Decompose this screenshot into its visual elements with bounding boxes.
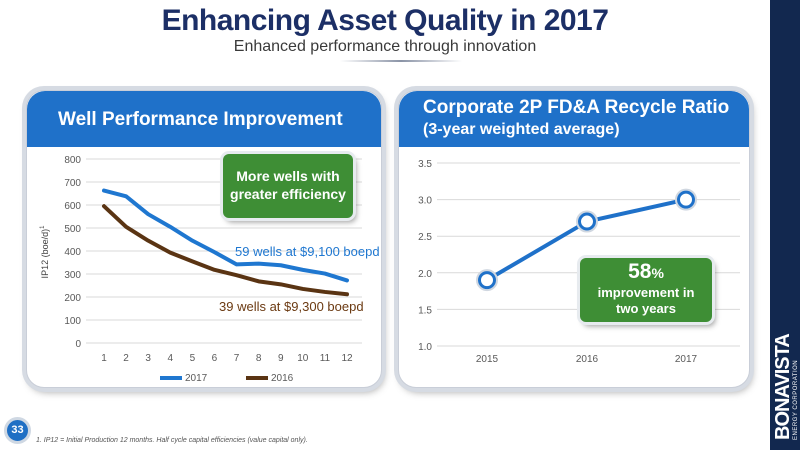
x-tick-label: 4 xyxy=(167,353,173,364)
x-tick-label: 6 xyxy=(212,353,218,364)
data-point-2017 xyxy=(169,226,171,228)
series-annotation-2016: 39 wells at $9,300 boepd xyxy=(219,299,364,314)
data-point-2017 xyxy=(147,213,149,215)
well-performance-panel: Well Performance Improvement xyxy=(26,90,382,388)
y-tick-label: 3.0 xyxy=(418,196,432,207)
brand-logo: BONAVISTA xyxy=(772,334,794,440)
data-point-2016 xyxy=(191,260,193,262)
improvement-percent-sign: % xyxy=(651,265,664,281)
x-tick-label: 3 xyxy=(145,353,151,364)
data-point-2016 xyxy=(103,205,105,207)
y-axis-label-superscript: 1 xyxy=(40,225,46,229)
efficiency-callout-line2: greater efficiency xyxy=(230,186,346,202)
y-tick-label: 1.0 xyxy=(418,342,432,353)
series-line-2016 xyxy=(102,204,349,297)
data-point-2017 xyxy=(324,273,326,275)
data-point-2016 xyxy=(125,226,127,228)
brand-sidebar xyxy=(770,0,800,450)
y-tick-label: 2.5 xyxy=(418,232,432,243)
data-point-2016 xyxy=(346,293,348,295)
y-tick-label: 1.5 xyxy=(418,305,432,316)
data-point xyxy=(677,190,695,209)
brand-tagline: ENERGY CORPORATION xyxy=(793,359,799,440)
y-tick-label: 500 xyxy=(64,224,81,235)
x-tick-label: 11 xyxy=(320,353,331,364)
y-tick-label: 300 xyxy=(64,270,81,281)
data-point-2016 xyxy=(169,252,171,254)
x-tick-label: 10 xyxy=(297,353,309,364)
x-tick-label: 12 xyxy=(341,353,353,364)
improvement-percent: 58% xyxy=(580,260,712,285)
y-tick-label: 200 xyxy=(64,293,81,304)
y-tick-label: 0 xyxy=(75,339,81,350)
x-tick-label: 9 xyxy=(278,353,284,364)
x-tick-label: 2016 xyxy=(576,354,599,365)
y-tick-label: 3.5 xyxy=(418,159,432,170)
x-tick-label: 2015 xyxy=(476,354,499,365)
data-point-2017 xyxy=(280,264,282,266)
recycle-ratio-chart: 1.0 1.5 2.0 2.5 3.0 3.5 2015 2016 2017 xyxy=(418,159,740,365)
y-tick-label: 100 xyxy=(64,316,81,327)
y-tick-label: 600 xyxy=(64,201,81,212)
data-point-2017 xyxy=(236,263,238,265)
data-point-2017 xyxy=(302,269,304,271)
efficiency-callout: More wells with greater efficiency xyxy=(223,154,353,218)
recycle-ratio-title: Corporate 2P FD&A Recycle Ratio xyxy=(423,97,730,118)
data-point-2017 xyxy=(125,195,127,197)
footnote: 1. IP12 = Initial Production 12 months. … xyxy=(36,437,308,444)
page-subtitle: Enhanced performance through innovation xyxy=(233,38,537,55)
data-point xyxy=(578,212,596,231)
legend-label-2017: 2017 xyxy=(185,373,208,384)
data-point-2017 xyxy=(213,251,215,253)
x-tick-label: 8 xyxy=(256,353,262,364)
improvement-text-line2: two years xyxy=(616,301,676,316)
efficiency-callout-line1: More wells with xyxy=(236,168,340,184)
data-point-2017 xyxy=(191,240,193,242)
data-point-2016 xyxy=(280,283,282,285)
recycle-ratio-header: Corporate 2P FD&A Recycle Ratio (3-year … xyxy=(399,91,749,147)
data-point-2017 xyxy=(346,279,348,281)
data-point-2016 xyxy=(324,291,326,293)
page-number-badge: 33 xyxy=(4,417,31,444)
x-tick-label: 2017 xyxy=(675,354,698,365)
improvement-callout: 58% improvement in two years xyxy=(580,258,712,322)
data-point-2017 xyxy=(258,263,260,265)
data-point-2016 xyxy=(258,280,260,282)
subtitle-underline xyxy=(340,60,462,62)
x-tick-label: 2 xyxy=(123,353,129,364)
data-point-2016 xyxy=(213,269,215,271)
data-point-2016 xyxy=(302,288,304,290)
improvement-text-line1: improvement in xyxy=(597,285,695,300)
series-annotation-2017: 59 wells at $9,100 boepd xyxy=(235,244,380,259)
well-performance-header: Well Performance Improvement xyxy=(27,91,381,147)
recycle-ratio-subtitle: (3-year weighted average) xyxy=(423,121,620,138)
y-tick-label: 700 xyxy=(64,178,81,189)
data-point-2017 xyxy=(103,190,105,192)
data-point-2016 xyxy=(147,240,149,242)
x-tick-label: 7 xyxy=(234,353,240,364)
x-tick-label: 1 xyxy=(101,353,107,364)
recycle-ratio-panel: Corporate 2P FD&A Recycle Ratio (3-year … xyxy=(398,90,750,388)
y-axis-label: IP12 (boe/d)1 xyxy=(40,225,50,279)
data-point xyxy=(478,271,496,290)
y-tick-label: 400 xyxy=(64,247,81,258)
legend-label-2016: 2016 xyxy=(271,373,294,384)
y-tick-label: 2.0 xyxy=(418,269,432,280)
series-line-2017 xyxy=(102,188,349,283)
y-tick-label: 800 xyxy=(64,155,81,166)
x-tick-label: 5 xyxy=(190,353,196,364)
data-point-2016 xyxy=(236,274,238,276)
improvement-percent-value: 58 xyxy=(628,260,652,283)
page-title: Enhancing Asset Quality in 2017 xyxy=(161,4,609,37)
